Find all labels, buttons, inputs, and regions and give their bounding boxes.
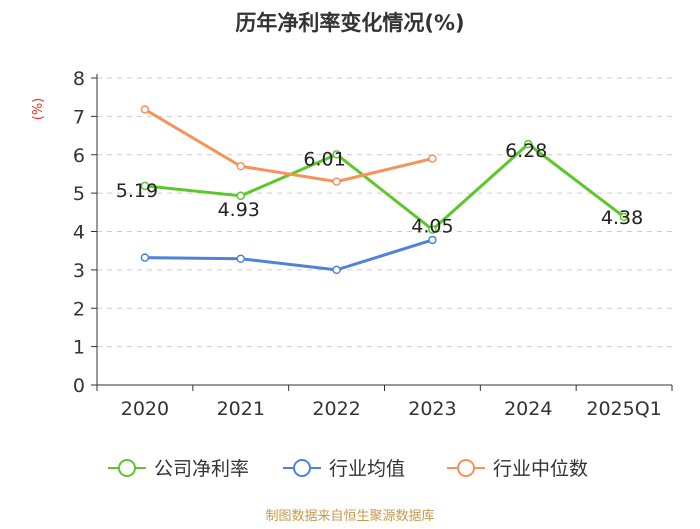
legend-marker-2: [457, 459, 475, 477]
legend-label-1: 行业均值: [329, 458, 405, 480]
x-tick-label-2021: 2021: [217, 398, 265, 420]
y-tick-label-2: 2: [73, 298, 85, 320]
legend[interactable]: 公司净利率 行业均值 行业中位数: [108, 458, 588, 480]
series-0-point-2022: [332, 150, 341, 159]
series-1-point-2021: [236, 254, 245, 263]
legend-label-0: 公司净利率: [154, 458, 249, 480]
series-0-point-2020: [140, 181, 150, 191]
x-tick-label-2022: 2022: [312, 398, 360, 420]
data-label-2025Q1: 4.38: [601, 207, 643, 229]
y-tick-label-4: 4: [73, 222, 85, 244]
data-label-2020: 5.19: [116, 180, 158, 202]
x-tick-label-2020: 2020: [121, 398, 169, 420]
series-line-0: [144, 142, 625, 232]
series-0-point-2024: [524, 139, 533, 149]
x-tick-label-2023: 2023: [408, 398, 456, 420]
data-labels: 5.19 4.93 6.01 4.05 6.28 4.38: [116, 140, 643, 238]
series-1-point-2022: [332, 265, 341, 275]
series-2-point-2022: [332, 177, 341, 186]
data-label-2023: 4.05: [411, 216, 453, 238]
series-line-1: [144, 238, 433, 272]
y-tick-label-7: 7: [73, 106, 85, 128]
footer-source-note: 制图数据来自恒生聚源数据库: [265, 508, 434, 524]
y-tick-label-5: 5: [73, 183, 85, 205]
series-2-point-2023: [428, 154, 437, 163]
legend-marker-0: [118, 459, 136, 477]
legend-label-2: 行业中位数: [493, 458, 588, 480]
grid-lines: [97, 77, 672, 348]
y-tick-label-6: 6: [73, 145, 85, 167]
y-tick-label-1: 1: [73, 337, 85, 359]
legend-marker-1: [293, 459, 311, 477]
x-tick-label-2024: 2024: [504, 398, 552, 420]
data-label-2024: 6.28: [505, 140, 547, 162]
data-label-2022: 6.01: [303, 148, 345, 170]
y-axis-label: (%): [31, 98, 46, 121]
series-lines: [140, 105, 629, 275]
y-tick-label-3: 3: [73, 260, 85, 282]
series-0-point-2023: [428, 225, 437, 234]
series-1-point-2020: [140, 253, 150, 262]
axes: 0 1 2 3 4 5 6 7 8 2020 2021 2022 2023 2024 2025Q1: [73, 68, 673, 420]
series-line-2: [144, 108, 433, 184]
data-label-2021: 4.93: [218, 199, 260, 221]
series-2-point-2021: [236, 162, 245, 171]
series-1-point-2023: [428, 235, 437, 245]
series-2-point-2020: [140, 105, 150, 114]
y-tick-label-8: 8: [73, 68, 85, 90]
x-tick-label-2025Q1: 2025Q1: [586, 398, 661, 420]
series-0-point-2025Q1: [619, 212, 629, 222]
y-tick-label-0: 0: [73, 375, 85, 397]
chart-title: 历年净利率变化情况(%): [235, 11, 464, 35]
series-0-point-2021: [236, 191, 245, 201]
